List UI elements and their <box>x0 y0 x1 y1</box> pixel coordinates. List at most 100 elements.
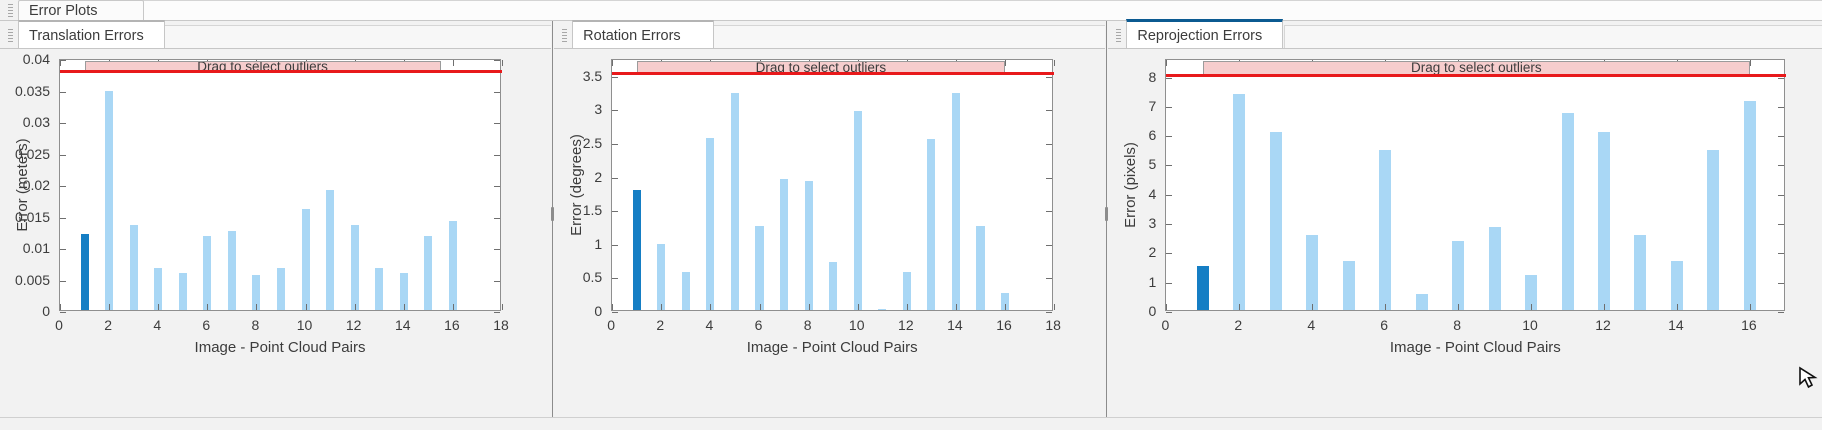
bar[interactable] <box>706 137 715 310</box>
y-tick <box>1166 282 1173 284</box>
bar[interactable] <box>154 268 163 310</box>
splitter-thumb[interactable] <box>1105 207 1109 221</box>
y-tick-label: 2.5 <box>582 135 603 151</box>
plot-area[interactable]: Drag to select outliers <box>1165 59 1787 313</box>
bar[interactable] <box>681 272 690 310</box>
panel-splitter-2[interactable] <box>1105 21 1109 430</box>
tab-rotation-errors[interactable]: Rotation Errors <box>562 20 715 49</box>
bar[interactable] <box>1379 150 1392 310</box>
bar[interactable] <box>1525 275 1538 310</box>
outlier-threshold-line[interactable] <box>612 72 1055 76</box>
x-tick-top <box>60 60 61 66</box>
drag-grip-icon[interactable] <box>562 29 568 42</box>
y-tick <box>612 76 619 78</box>
y-tick-right <box>1778 194 1785 196</box>
bar[interactable] <box>301 208 310 310</box>
x-tick-label: 12 <box>1595 317 1611 333</box>
x-tick-label: 14 <box>394 317 411 333</box>
tab-translation-errors[interactable]: Translation Errors <box>8 20 165 49</box>
bar[interactable] <box>1561 113 1574 310</box>
y-tick <box>1166 165 1173 167</box>
panel-splitter-1[interactable] <box>551 21 555 430</box>
bar[interactable] <box>632 189 641 310</box>
x-tick <box>1458 304 1460 310</box>
bar[interactable] <box>1415 293 1428 310</box>
y-tick-label: 0.03 <box>22 114 50 130</box>
bar[interactable] <box>276 267 286 310</box>
bar[interactable] <box>326 190 335 310</box>
y-tick-right <box>1046 177 1053 179</box>
bar[interactable] <box>1597 131 1610 310</box>
drag-grip-icon[interactable] <box>8 29 13 42</box>
x-tick <box>207 304 209 310</box>
bar[interactable] <box>1306 235 1319 310</box>
bar[interactable] <box>755 226 764 310</box>
bar[interactable] <box>829 262 838 310</box>
bar[interactable] <box>1269 131 1282 310</box>
x-tick-label: 8 <box>251 317 260 333</box>
bar[interactable] <box>804 180 813 310</box>
bar[interactable] <box>951 92 960 310</box>
bar[interactable] <box>1452 240 1465 310</box>
bar[interactable] <box>1707 150 1720 310</box>
y-tick-right <box>1778 224 1785 226</box>
y-tick-label: 1 <box>1148 273 1157 290</box>
drag-grip-icon[interactable] <box>8 4 13 17</box>
y-tick-label: 0.005 <box>14 271 50 288</box>
x-axis-title: Image - Point Cloud Pairs <box>194 339 366 356</box>
tab-label-rotation[interactable]: Rotation Errors <box>572 20 715 49</box>
tab-label-reprojection[interactable]: Reprojection Errors <box>1126 19 1284 49</box>
bar[interactable] <box>203 236 212 310</box>
tab-strip-rotation: Rotation Errors <box>554 20 1106 49</box>
bar[interactable] <box>1670 260 1683 310</box>
bar[interactable] <box>1488 226 1501 310</box>
bar[interactable] <box>448 221 457 310</box>
y-tick-label: 0 <box>42 303 50 319</box>
y-tick-label: 0.01 <box>22 240 50 256</box>
bar[interactable] <box>780 178 789 310</box>
bar[interactable] <box>375 268 384 310</box>
bar[interactable] <box>902 271 911 310</box>
bar[interactable] <box>252 274 261 310</box>
x-axis-title: Image - Point Cloud Pairs <box>1389 339 1561 356</box>
bar[interactable] <box>1196 266 1209 310</box>
bar[interactable] <box>1634 235 1647 310</box>
bar[interactable] <box>976 226 985 310</box>
plot-area[interactable]: Drag to select outliers <box>611 59 1056 313</box>
bar[interactable] <box>1743 100 1756 310</box>
x-tick <box>1005 304 1007 310</box>
bar[interactable] <box>80 234 89 310</box>
x-tick <box>1239 304 1241 310</box>
outlier-selection-band[interactable]: Drag to select outliers <box>1202 61 1750 75</box>
bar[interactable] <box>1342 260 1355 310</box>
bar[interactable] <box>178 273 187 310</box>
bar[interactable] <box>129 224 138 310</box>
bar[interactable] <box>657 244 666 310</box>
plot-area[interactable]: Drag to select outliers <box>59 59 503 313</box>
bar[interactable] <box>424 236 433 310</box>
bar[interactable] <box>1001 293 1010 310</box>
splitter-thumb[interactable] <box>551 207 555 221</box>
y-tick <box>60 217 66 219</box>
bar[interactable] <box>227 230 236 310</box>
outlier-threshold-line[interactable] <box>1166 73 1787 77</box>
outer-tab-label[interactable]: Error Plots <box>18 0 144 22</box>
x-tick <box>661 304 663 310</box>
outer-tab-error-plots[interactable]: Error Plots <box>8 0 144 22</box>
x-tick <box>857 304 859 310</box>
tab-reprojection-errors[interactable]: Reprojection Errors <box>1116 19 1284 49</box>
bar[interactable] <box>105 91 114 310</box>
y-tick-right <box>1046 244 1053 246</box>
bar[interactable] <box>927 138 936 310</box>
bar[interactable] <box>350 224 359 310</box>
outlier-threshold-line[interactable] <box>60 70 502 74</box>
y-tick-right <box>494 60 500 61</box>
bar[interactable] <box>399 273 408 310</box>
drag-grip-icon[interactable] <box>1116 29 1122 42</box>
bar[interactable] <box>878 308 887 310</box>
tab-label-translation[interactable]: Translation Errors <box>18 20 165 49</box>
bar[interactable] <box>1233 93 1246 310</box>
bar[interactable] <box>853 111 862 310</box>
bar[interactable] <box>730 92 739 310</box>
status-bar <box>0 417 1822 430</box>
